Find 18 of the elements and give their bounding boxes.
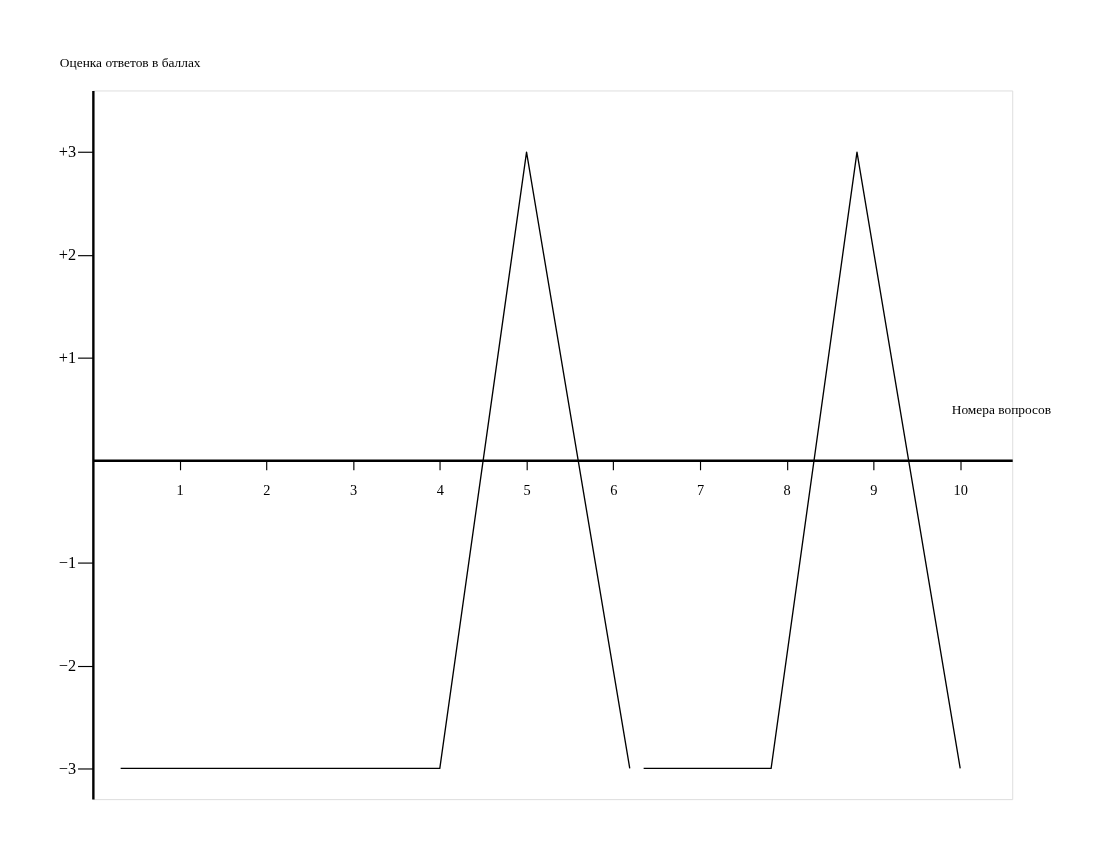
x-tick-label: 4 (436, 482, 444, 499)
x-tick-label: 7 (696, 482, 705, 499)
x-axis-title: Номера вопросов (951, 401, 1052, 417)
y-axis-title: Оценка ответов в баллах (59, 55, 201, 71)
y-tick-label: −1 (58, 553, 77, 573)
y-tick-label: −3 (58, 758, 77, 778)
x-tick-label: 10 (953, 482, 968, 499)
y-tick-label: +2 (58, 245, 77, 265)
x-tick-label: 8 (783, 482, 791, 499)
y-tick-label: −2 (58, 655, 77, 675)
x-tick-label: 1 (176, 482, 184, 499)
x-tick-label: 5 (523, 482, 531, 499)
x-tick-label: 2 (263, 482, 271, 499)
y-tick-label: +1 (58, 347, 77, 367)
x-tick-label: 3 (349, 482, 358, 499)
x-tick-label: 9 (870, 482, 878, 499)
y-tick-label: +3 (58, 142, 77, 162)
x-tick-label: 6 (610, 482, 618, 499)
